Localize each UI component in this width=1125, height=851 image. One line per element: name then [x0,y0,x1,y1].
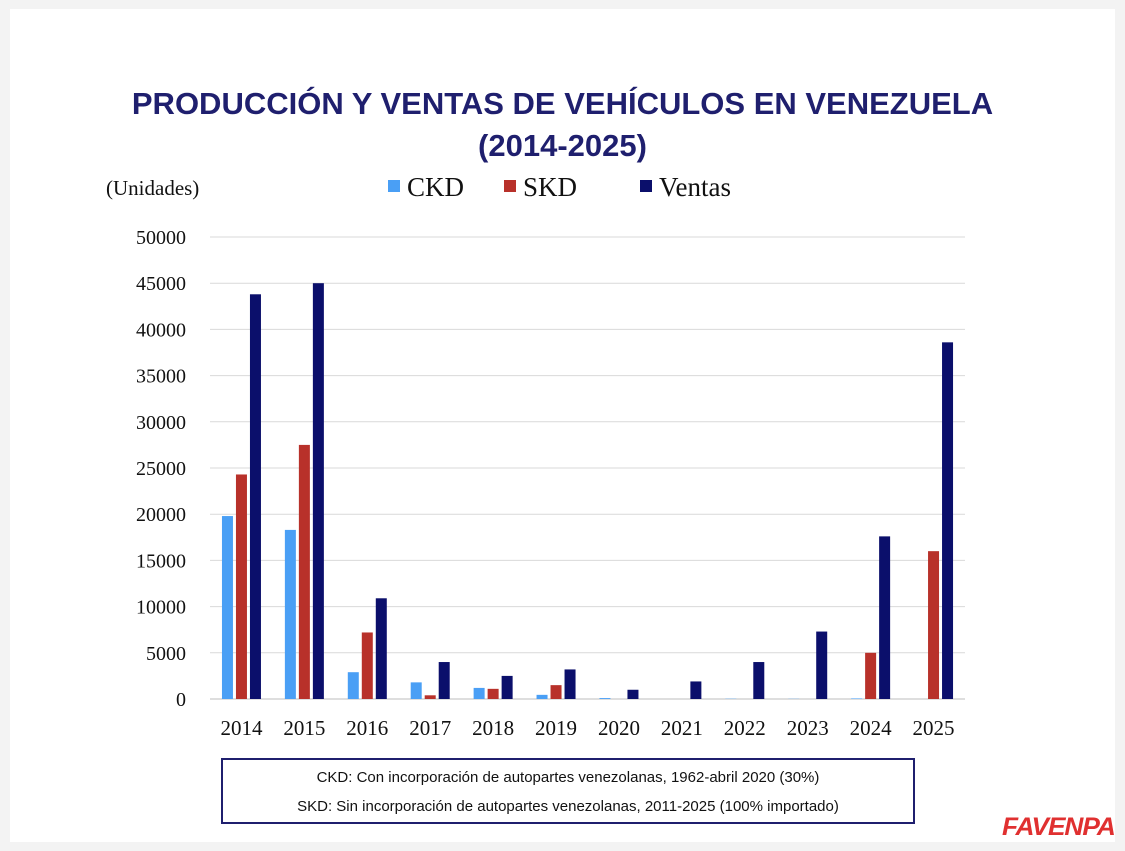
y-axis-label: (Unidades) [106,176,199,200]
x-tick-label: 2014 [220,716,263,740]
bar-ventas-2020 [627,689,639,699]
y-tick-label: 20000 [136,504,186,526]
y-tick-label: 5000 [146,643,186,665]
y-tick-label: 30000 [136,412,186,434]
chart-title-line-2: (2014-2025) [478,128,647,163]
favenpa-logo: FAVENPA [1002,813,1116,841]
y-axis-ticks: 0 5000 10000 15000 20000 25000 30000 35000 40000… [136,227,186,711]
bar-ckd-2015 [284,529,296,699]
x-tick-label: 2021 [661,716,703,740]
bar-chart: 0 5000 10000 15000 20000 25000 30000 35000 40000… [106,172,965,740]
bar-ckd-2017 [410,682,422,699]
y-tick-label: 50000 [136,227,186,249]
bar-ckd-2019 [536,694,548,699]
bar-skd-2014 [235,474,247,699]
bar-ventas-2023 [816,631,828,699]
x-tick-label: 2019 [535,716,577,740]
y-tick-label: 15000 [136,550,186,572]
bar-ckd-2020 [599,698,611,699]
x-axis-ticks: 2014 2015 2016 2017 2018 2019 2020 2021 2022 2023… [220,716,954,740]
bar-skd-2025 [928,551,940,699]
bar-ventas-2024 [879,536,891,699]
x-tick-label: 2018 [472,716,514,740]
chart-title: PRODUCCIÓN Y VENTAS DE VEHÍCULOS EN VENE… [10,83,1115,167]
bar-ckd-2024 [851,698,863,699]
legend-swatch-ventas [640,180,652,192]
legend: CKD SKD Ventas [388,172,731,202]
bar-skd-2015 [298,444,310,699]
bar-skd-2024 [865,652,877,699]
bars [221,283,954,699]
x-tick-label: 2017 [409,716,451,740]
note-ckd: CKD: Con incorporación de autopartes ven… [316,769,820,786]
slide: PRODUCCIÓN Y VENTAS DE VEHÍCULOS EN VENE… [10,9,1116,842]
legend-label-skd: SKD [523,172,577,202]
x-tick-label: 2022 [724,716,766,740]
bar-ventas-2016 [375,598,387,699]
bar-ventas-2017 [438,662,450,699]
x-tick-label: 2023 [787,716,829,740]
y-tick-label: 45000 [136,273,186,295]
bar-skd-2018 [487,688,499,699]
x-tick-label: 2024 [850,716,893,740]
bar-skd-2016 [361,632,373,699]
bar-ventas-2014 [249,294,261,699]
y-tick-label: 40000 [136,319,186,341]
y-tick-label: 0 [176,689,186,711]
bar-ckd-2014 [221,516,233,699]
notes-box: CKD: Con incorporación de autopartes ven… [221,758,915,824]
legend-label-ventas: Ventas [659,172,731,202]
y-tick-label: 25000 [136,458,186,480]
bar-ventas-2019 [564,669,576,699]
x-tick-label: 2015 [283,716,325,740]
bar-skd-2019 [550,685,562,699]
bar-ventas-2021 [690,681,702,699]
bar-ckd-2018 [473,687,485,699]
y-tick-label: 10000 [136,597,186,619]
y-tick-label: 35000 [136,366,186,388]
bar-skd-2017 [424,695,436,699]
bar-ventas-2025 [942,342,954,699]
legend-label-ckd: CKD [407,172,464,202]
x-tick-label: 2025 [913,716,955,740]
bar-ventas-2022 [753,662,765,699]
legend-swatch-skd [504,180,516,192]
note-skd: SKD: Sin incorporación de autopartes ven… [297,798,839,815]
x-tick-label: 2016 [346,716,388,740]
bar-ventas-2015 [312,283,324,699]
bar-ckd-2016 [347,672,359,699]
gridlines [210,236,965,700]
x-tick-label: 2020 [598,716,640,740]
bar-ventas-2018 [501,675,513,699]
legend-swatch-ckd [388,180,400,192]
chart-title-line-1: PRODUCCIÓN Y VENTAS DE VEHÍCULOS EN VENE… [131,86,994,121]
